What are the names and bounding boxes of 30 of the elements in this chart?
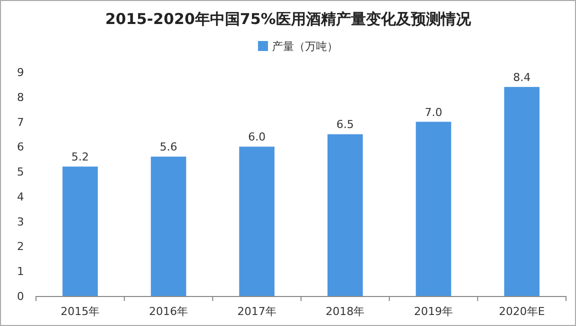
y-tick-label: 7 [17,116,24,129]
data-label: 8.4 [513,70,531,84]
bar [504,86,540,296]
data-label: 6.0 [248,130,266,144]
x-tick-label: 2019年 [414,305,453,318]
bar [416,122,452,296]
y-tick-label: 2 [17,240,24,254]
y-tick-label: 5 [17,166,24,179]
y-tick-label: 8 [17,90,24,104]
data-label: 7.0 [424,106,442,119]
legend-label: 产量（万吨） [272,40,338,53]
data-label: 6.5 [336,118,354,132]
bar [239,146,274,296]
data-label: 5.6 [160,140,178,154]
bar [62,166,98,296]
y-tick-label: 9 [17,66,24,79]
x-tick-label: 2020年E [498,305,545,318]
y-tick-label: 0 [17,290,24,303]
y-tick-label: 4 [17,190,24,204]
bar [150,156,186,296]
x-tick-label: 2015年 [60,305,100,318]
x-tick-label: 2017年 [237,305,276,318]
data-label: 5.2 [71,150,89,164]
y-tick-label: 3 [17,215,24,228]
y-tick-label: 6 [17,140,24,154]
chart-title: 2015-2020年中国75%医用酒精产量变化及预测情况 [105,10,472,28]
bar [328,134,363,296]
y-tick-label: 1 [17,265,24,278]
x-tick-label: 2018年 [326,305,365,318]
x-tick-label: 2016年 [149,305,188,318]
